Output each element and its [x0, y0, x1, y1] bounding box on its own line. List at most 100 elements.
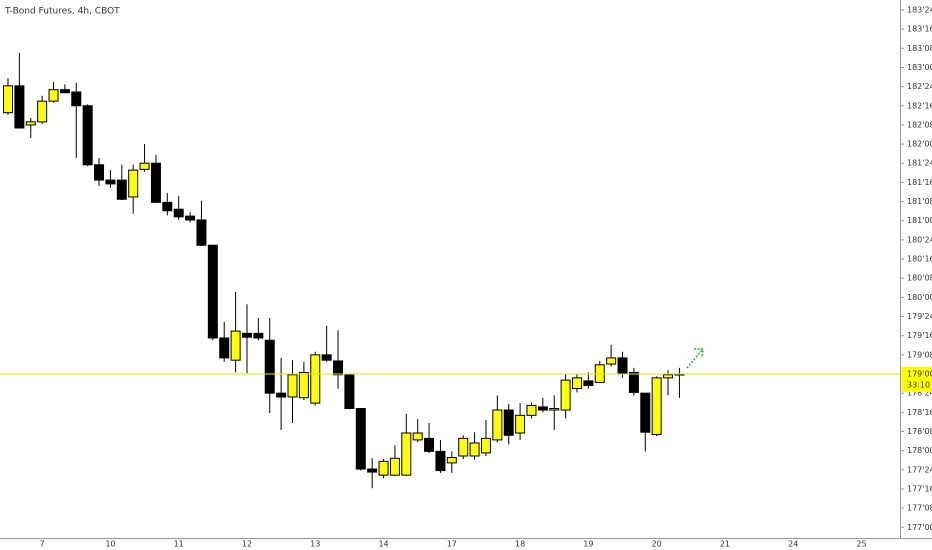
candle-body: [162, 201, 173, 212]
candle-body: [549, 407, 560, 411]
candle-body: [310, 354, 321, 404]
candle-body: [230, 330, 241, 361]
candle-body: [139, 162, 150, 170]
candle-body: [321, 354, 332, 361]
candle-body: [14, 85, 25, 129]
y-tick-label: 178'08: [907, 427, 932, 436]
x-tick-label: 21: [720, 540, 730, 549]
y-tick-label: 183'24: [907, 5, 932, 14]
candle-body: [480, 437, 491, 454]
candle-body: [264, 339, 275, 394]
candle-body: [3, 85, 13, 114]
y-tick-label: 177'08: [907, 504, 932, 513]
y-tick-label: 177'00: [907, 523, 932, 532]
y-tick-label: 178'16: [907, 408, 932, 417]
candle-body: [276, 392, 287, 398]
candle-body: [526, 404, 537, 416]
candle-body: [389, 457, 400, 476]
y-tick-label: 182'00: [907, 140, 932, 149]
candle-body: [105, 179, 116, 185]
candle-body: [150, 162, 161, 203]
candle-body: [116, 179, 127, 200]
candle-body: [241, 332, 252, 338]
candle-body: [128, 169, 139, 198]
y-tick-label: 183'08: [907, 44, 932, 53]
candle-body: [560, 379, 571, 411]
candle-body: [287, 374, 298, 398]
y-tick-label: 182'24: [907, 82, 932, 91]
y-tick-label: 177'24: [907, 465, 932, 474]
x-tick-label: 19: [583, 540, 593, 549]
y-tick-label: 181'00: [907, 216, 932, 225]
candle-body: [94, 164, 105, 181]
y-tick-label: 183'00: [907, 63, 932, 72]
candle-body: [367, 468, 378, 473]
candle-body: [37, 100, 48, 123]
y-tick-label: 182'16: [907, 101, 932, 110]
y-tick-label: 181'08: [907, 197, 932, 206]
price-label: 179'00: [907, 369, 932, 378]
candle-body: [446, 457, 457, 464]
candle-body: [617, 357, 628, 375]
y-tick-label: 177'16: [907, 484, 932, 493]
x-tick-label: 24: [788, 540, 798, 549]
y-tick-label: 183'16: [907, 25, 932, 34]
candle-body: [458, 437, 469, 457]
candle-body: [185, 215, 196, 221]
candle-body: [469, 442, 480, 457]
candle-body: [333, 360, 344, 376]
candle-body: [572, 377, 582, 390]
y-tick-label: 180'00: [907, 293, 932, 302]
candle-body: [48, 89, 59, 102]
candle-body: [401, 432, 412, 476]
annotation-arrow: [686, 348, 704, 369]
x-tick-label: 13: [310, 540, 320, 549]
y-tick-label: 179'08: [907, 350, 932, 359]
candle-body: [173, 208, 184, 218]
candle-body: [82, 105, 93, 166]
chart-title: T-Bond Futures, 4h, CBOT: [4, 7, 120, 17]
candle-body: [515, 414, 526, 434]
x-tick-label: 17: [447, 540, 457, 549]
candle-body: [355, 407, 366, 470]
y-tick-label: 179'24: [907, 312, 932, 321]
candle-body: [253, 332, 264, 339]
y-tick-label: 180'24: [907, 235, 932, 244]
y-tick-label: 179'16: [907, 331, 932, 340]
candle-body: [663, 374, 674, 379]
candle-body: [219, 337, 230, 359]
x-tick-label: 12: [242, 540, 252, 549]
candle-body: [492, 409, 503, 441]
x-tick-label: 7: [40, 540, 45, 549]
candle-body: [628, 371, 639, 393]
price-label-box: [901, 366, 932, 392]
candle-body: [435, 450, 446, 472]
candle-body: [412, 432, 423, 441]
candle-body: [378, 460, 389, 476]
x-tick-label: 18: [515, 540, 525, 549]
candle-body: [207, 244, 218, 339]
candle-body: [59, 89, 70, 94]
candle-body: [503, 409, 514, 436]
candle-body: [25, 121, 36, 126]
x-tick-label: 10: [105, 540, 115, 549]
y-tick-label: 180'08: [907, 274, 932, 283]
x-tick-label: 11: [174, 540, 184, 549]
candle-body: [298, 371, 309, 399]
countdown: 33:10: [907, 380, 930, 389]
candle-body: [583, 380, 594, 386]
x-tick-label: 14: [378, 540, 388, 549]
candle-body: [424, 437, 435, 452]
y-tick-label: 181'16: [907, 178, 932, 187]
x-tick-label: 20: [652, 540, 662, 549]
y-tick-label: 181'24: [907, 159, 932, 168]
candle-body: [196, 219, 207, 246]
x-tick-label: 25: [856, 540, 866, 549]
candle-body: [640, 392, 651, 433]
y-tick-label: 182'08: [907, 120, 932, 129]
y-tick-label: 178'00: [907, 446, 932, 455]
candle-body: [537, 406, 548, 411]
